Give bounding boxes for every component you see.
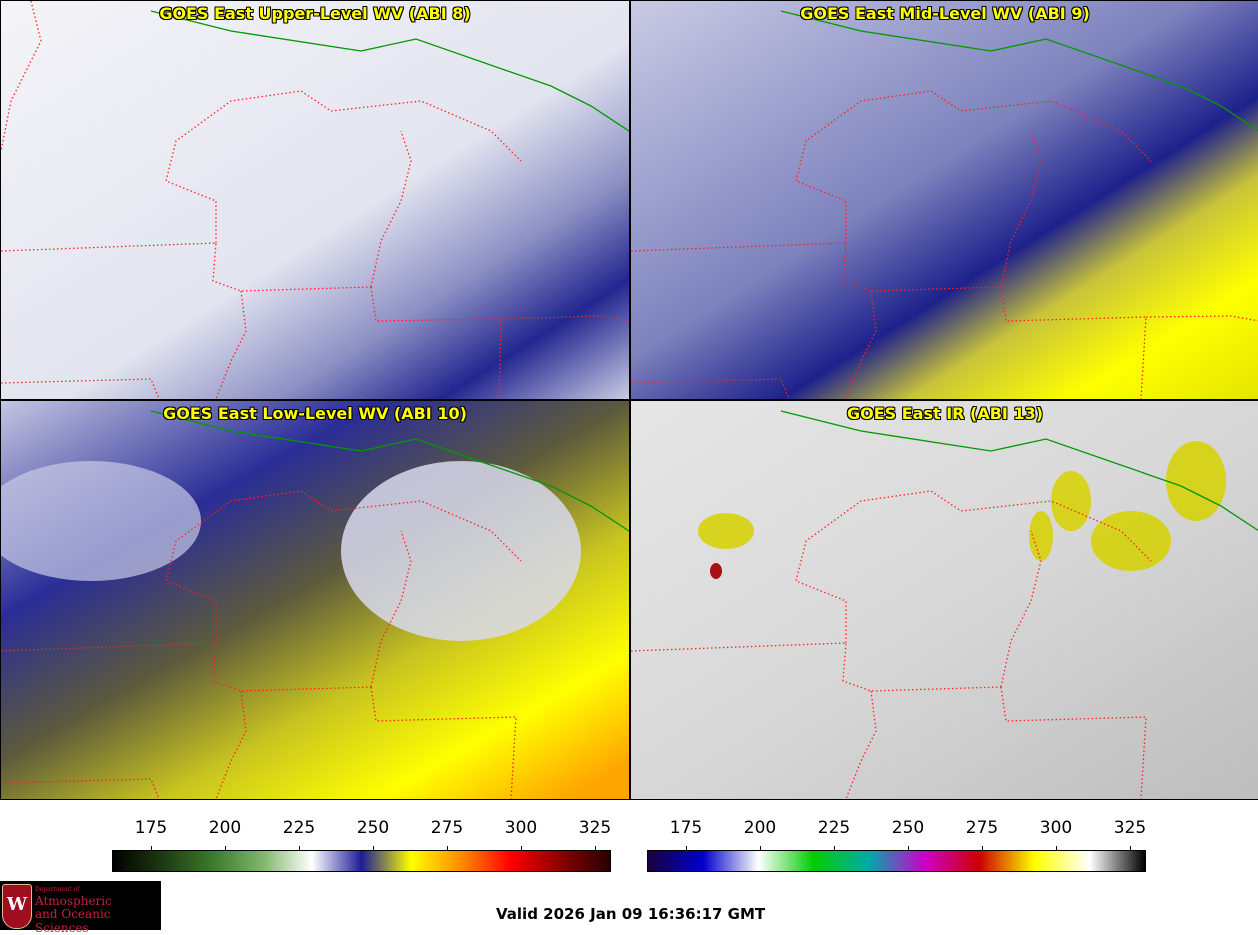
- tick-label: 225: [282, 818, 316, 838]
- tick-label: 225: [817, 818, 851, 838]
- tick-label: 275: [965, 818, 999, 838]
- ir-colorbar-ticks: 175 200 225 250 275 300 325: [647, 818, 1147, 852]
- upper-level-wv-image: [1, 1, 629, 399]
- tick-mark: [225, 846, 226, 852]
- tick-mark: [834, 846, 835, 852]
- panel-title: GOES East Upper-Level WV (ABI 8): [159, 4, 471, 23]
- ir-colorbar: [647, 850, 1146, 872]
- tick-mark: [151, 846, 152, 852]
- wv-colorbar-ticks: 175 200 225 250 275 300 325: [112, 818, 612, 852]
- tick-label: 250: [891, 818, 925, 838]
- low-level-wv-image: [1, 401, 629, 799]
- tick-mark: [1130, 846, 1131, 852]
- logo-line-2: Atmospheric: [35, 894, 112, 908]
- wv-colorbar: [112, 850, 611, 872]
- panel-title: GOES East IR (ABI 13): [846, 404, 1044, 423]
- tick-mark: [595, 846, 596, 852]
- logo-line-3: and Oceanic Sciences: [35, 907, 111, 935]
- tick-mark: [908, 846, 909, 852]
- tick-mark: [1056, 846, 1057, 852]
- tick-label: 325: [578, 818, 612, 838]
- mid-level-wv-image: [631, 1, 1258, 399]
- tick-label: 175: [134, 818, 168, 838]
- tick-mark: [521, 846, 522, 852]
- tick-label: 275: [430, 818, 464, 838]
- tick-mark: [447, 846, 448, 852]
- ir-image: [631, 401, 1258, 799]
- tick-mark: [373, 846, 374, 852]
- aos-logo: W Department of Atmospheric and Oceanic …: [0, 881, 161, 935]
- tick-label: 325: [1113, 818, 1147, 838]
- tick-label: 200: [208, 818, 242, 838]
- tick-mark: [982, 846, 983, 852]
- panel-upper-level-wv: GOES East Upper-Level WV (ABI 8): [0, 0, 630, 400]
- tick-label: 175: [669, 818, 703, 838]
- panel-mid-level-wv: GOES East Mid-Level WV (ABI 9): [630, 0, 1258, 400]
- tick-label: 300: [1039, 818, 1073, 838]
- tick-label: 250: [356, 818, 390, 838]
- tick-mark: [299, 846, 300, 852]
- tick-mark: [686, 846, 687, 852]
- valid-time: Valid 2026 Jan 09 16:36:17 GMT: [496, 905, 766, 923]
- tick-mark: [760, 846, 761, 852]
- panel-title: GOES East Mid-Level WV (ABI 9): [800, 4, 1090, 23]
- panel-ir: GOES East IR (ABI 13): [630, 400, 1258, 800]
- tick-label: 200: [743, 818, 777, 838]
- logo-line-1: Department of: [35, 886, 80, 893]
- tick-label: 300: [504, 818, 538, 838]
- panel-low-level-wv: GOES East Low-Level WV (ABI 10): [0, 400, 630, 800]
- panel-title: GOES East Low-Level WV (ABI 10): [163, 404, 467, 423]
- uw-crest-icon: W: [2, 884, 32, 929]
